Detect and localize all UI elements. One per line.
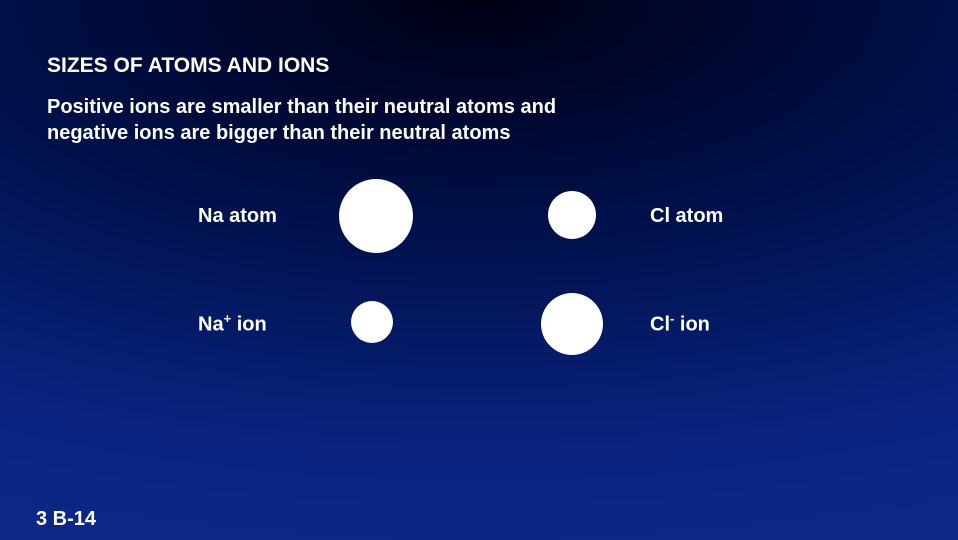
- label-na-atom: Na atom: [198, 205, 277, 228]
- na-ion-suffix: ion: [231, 314, 267, 336]
- cl-ion-base: Cl: [650, 314, 670, 336]
- label-cl-ion: Cl- ion: [650, 311, 710, 337]
- circle-cl-ion: [541, 293, 603, 355]
- circle-na-ion: [351, 301, 393, 343]
- page-number: 3 B-14: [36, 508, 96, 531]
- na-ion-base: Na: [198, 314, 224, 336]
- subtitle-line-2: negative ions are bigger than their neut…: [47, 122, 510, 144]
- cl-ion-suffix: ion: [674, 314, 710, 336]
- label-cl-atom: Cl atom: [650, 205, 723, 228]
- slide-title: SIZES OF ATOMS AND IONS: [47, 54, 329, 78]
- slide-subtitle: Positive ions are smaller than their neu…: [47, 94, 556, 146]
- circle-na-atom: [339, 179, 413, 253]
- circle-cl-atom: [548, 191, 596, 239]
- subtitle-line-1: Positive ions are smaller than their neu…: [47, 96, 556, 118]
- label-na-ion: Na+ ion: [198, 311, 267, 337]
